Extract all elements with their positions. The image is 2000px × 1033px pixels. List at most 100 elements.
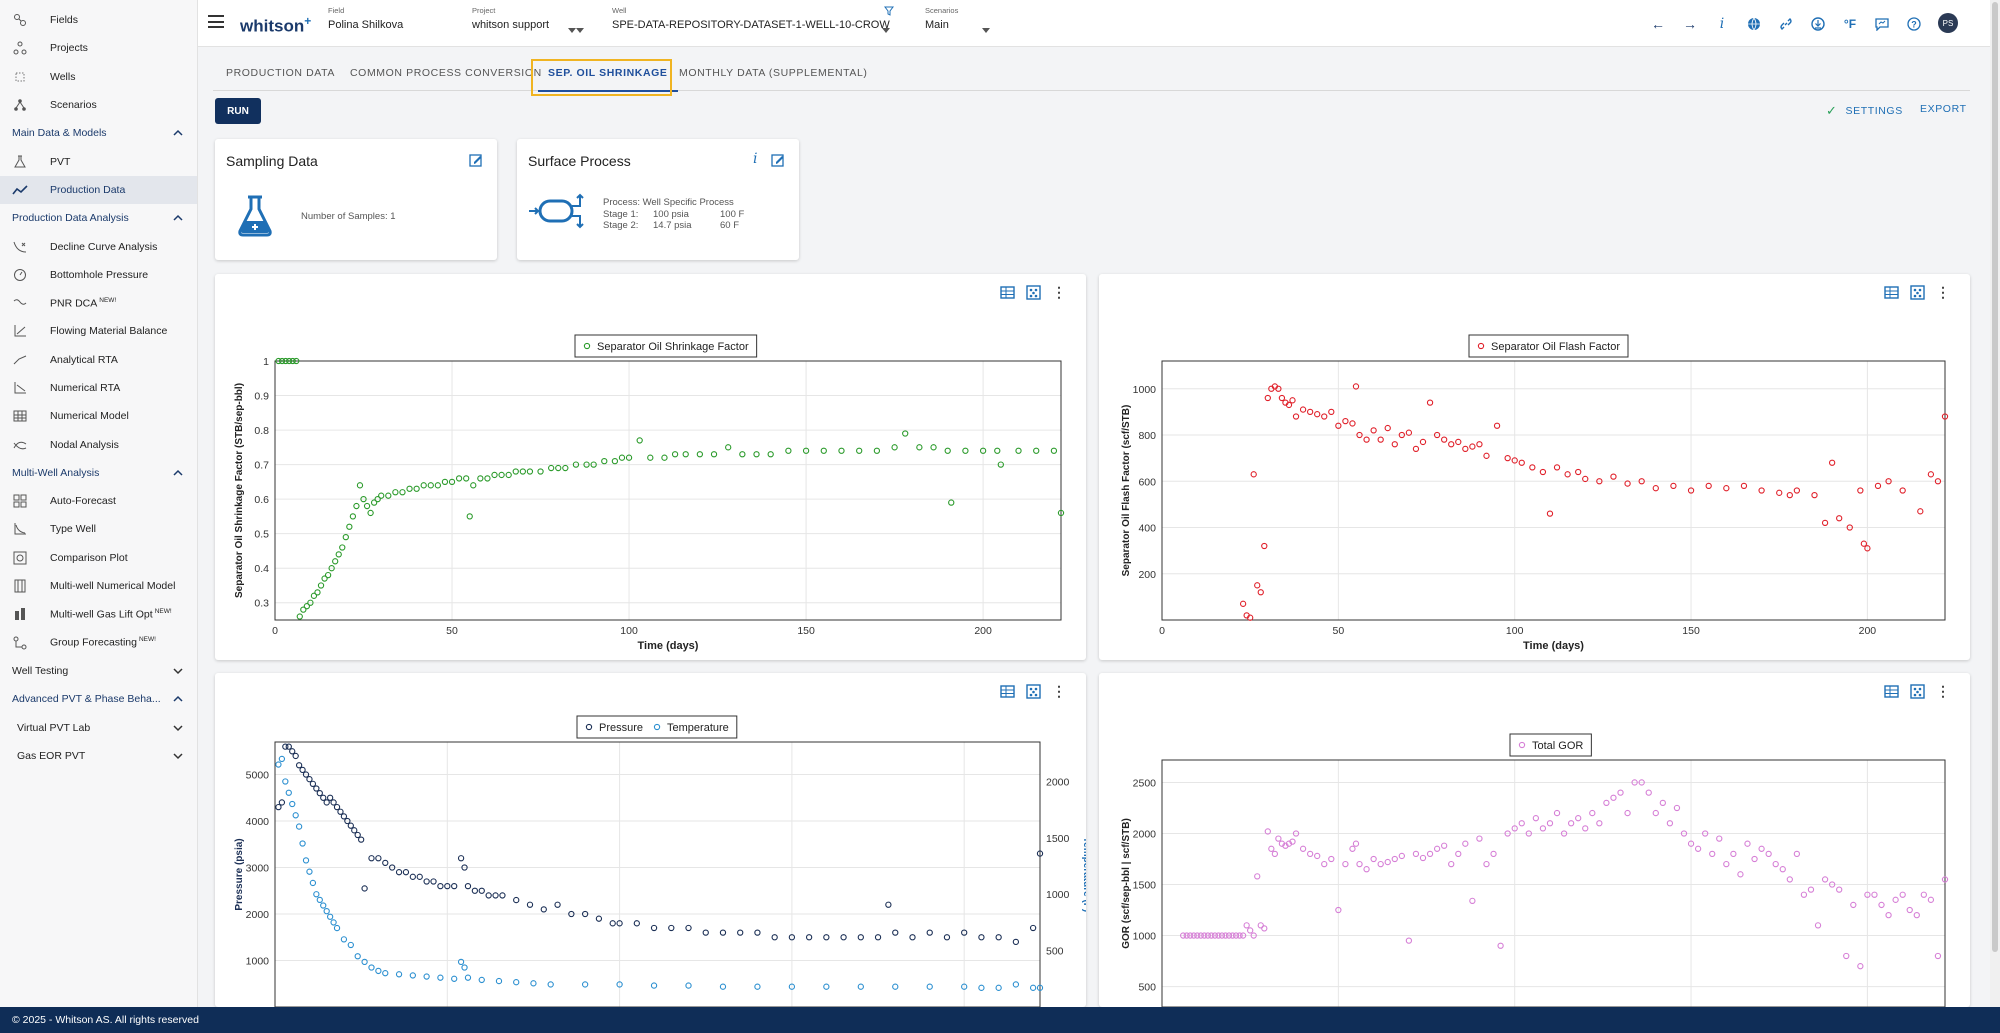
sidebar-item-gas-eor-pvt[interactable]: Gas EOR PVT — [0, 742, 197, 770]
table-view-icon[interactable] — [1883, 284, 1899, 300]
comparison-icon — [12, 550, 28, 566]
sidebar-item-production-data[interactable]: Production Data — [0, 175, 197, 205]
data-point — [368, 964, 375, 971]
sidebar-section-well-testing[interactable]: Well Testing — [0, 657, 197, 685]
stage-pressure: 100 psia — [653, 209, 689, 220]
sidebar-section-main-data[interactable]: Main Data & Models — [0, 119, 197, 147]
forward-arrow-icon[interactable]: → — [1683, 16, 1697, 32]
more-options-icon[interactable]: ⋮ — [1052, 283, 1066, 300]
sidebar-item-numerical-model[interactable]: Numerical Model — [0, 402, 197, 430]
data-point — [314, 589, 321, 596]
tab-sep-oil-shrinkage[interactable]: SEP. OIL SHRINKAGE — [538, 55, 678, 92]
back-arrow-icon[interactable]: ← — [1651, 16, 1665, 32]
data-point — [892, 929, 899, 936]
sidebar-item-auto-forecast[interactable]: Auto-Forecast — [0, 487, 197, 515]
sidebar-item-group-forecasting[interactable]: Group Forecasting NEW! — [0, 629, 197, 657]
edit-icon[interactable] — [771, 153, 785, 167]
settings-button[interactable]: ✓ SETTINGS — [1826, 103, 1903, 119]
sidebar-item-label: Group Forecasting NEW! — [50, 636, 156, 649]
info-icon[interactable]: i — [753, 151, 758, 167]
field-select[interactable]: Field Polina Shilkova — [328, 6, 576, 42]
sidebar-item-flowing-material-balance[interactable]: Flowing Material Balance — [0, 317, 197, 345]
sidebar-item-fields[interactable]: Fields — [0, 6, 197, 34]
temperature-unit-toggle[interactable]: °F — [1843, 17, 1857, 31]
data-point — [1289, 397, 1296, 404]
sidebar-item-numerical-rta[interactable]: Numerical RTA — [0, 374, 197, 402]
sidebar-section-pda[interactable]: Production Data Analysis — [0, 204, 197, 232]
tab-production-data[interactable]: PRODUCTION DATA — [226, 67, 335, 79]
download-icon[interactable] — [1802, 13, 1834, 35]
sidebar-item-decline-curve-analysis[interactable]: Decline Curve Analysis — [0, 232, 197, 260]
sidebar-item-multi-well-gas-lift-opt[interactable]: Multi-well Gas Lift Opt NEW! — [0, 600, 197, 628]
sidebar-section-advanced-pvt[interactable]: Advanced PVT & Phase Beha... — [0, 685, 197, 713]
project-select[interactable]: Project whitson support — [472, 6, 622, 42]
legend-box — [576, 715, 738, 739]
sidebar-item-multi-well-numerical-model[interactable]: Multi-well Numerical Model — [0, 572, 197, 600]
scrollbar-thumb[interactable] — [1992, 2, 1998, 952]
data-point — [1917, 508, 1924, 515]
sidebar-item-projects[interactable]: Projects — [0, 34, 197, 62]
data-point — [1560, 830, 1568, 837]
scatter-view-icon[interactable] — [1025, 683, 1041, 699]
hamburger-menu-icon[interactable] — [208, 15, 224, 29]
scatter-view-icon[interactable] — [1909, 284, 1925, 300]
logo-plus: + — [304, 14, 312, 28]
data-point — [526, 468, 534, 475]
link-icon[interactable] — [1770, 13, 1802, 35]
data-point — [891, 444, 898, 451]
sidebar-item-pnr-dca[interactable]: PNR DCA NEW! — [0, 289, 197, 317]
more-options-icon[interactable]: ⋮ — [1052, 682, 1066, 699]
data-point — [1278, 394, 1286, 402]
sidebar-item-virtual-pvt-lab[interactable]: Virtual PVT Lab — [0, 713, 197, 741]
data-point — [1335, 906, 1342, 914]
well-select[interactable]: Well SPE-DATA-REPOSITORY-DATASET-1-WELL-… — [612, 6, 912, 42]
data-point — [1589, 809, 1596, 817]
help-icon[interactable]: ? — [1898, 13, 1930, 35]
sidebar-section-multi-well[interactable]: Multi-Well Analysis — [0, 459, 197, 487]
feedback-icon[interactable] — [1866, 13, 1898, 35]
data-point — [330, 919, 337, 926]
scatter-view-icon[interactable] — [1909, 683, 1925, 699]
section-label: Main Data & Models — [12, 127, 107, 140]
data-point — [840, 934, 847, 941]
data-point — [378, 492, 385, 499]
sidebar-item-pvt[interactable]: PVT — [0, 147, 197, 175]
tab-common-process-conversion[interactable]: COMMON PROCESS CONVERSION — [350, 67, 542, 79]
sidebar-item-comparison-plot[interactable]: Comparison Plot — [0, 544, 197, 572]
data-point — [1504, 830, 1511, 837]
x-tick-label: 150 — [1682, 625, 1700, 637]
info-icon[interactable]: i — [1719, 16, 1725, 32]
tab-monthly-data[interactable]: MONTHLY DATA (SUPPLEMENTAL) — [679, 67, 868, 79]
sidebar-item-bottomhole-pressure[interactable]: Bottomhole Pressure — [0, 261, 197, 289]
data-point — [1476, 835, 1483, 842]
data-point — [892, 983, 899, 990]
data-point — [478, 976, 485, 984]
edit-icon[interactable] — [469, 153, 483, 167]
data-point — [1405, 937, 1413, 944]
more-options-icon[interactable]: ⋮ — [1936, 682, 1950, 699]
table-view-icon[interactable] — [1883, 683, 1899, 699]
sidebar-item-type-well[interactable]: Type Well — [0, 515, 197, 543]
export-button[interactable]: EXPORT — [1920, 103, 1967, 115]
data-point — [1582, 475, 1589, 483]
globe-icon[interactable] — [1738, 13, 1770, 35]
table-view-icon[interactable] — [999, 683, 1015, 699]
data-point — [340, 936, 348, 943]
data-point — [416, 873, 423, 880]
flask-icon — [238, 195, 272, 237]
data-point — [448, 478, 456, 486]
filter-icon[interactable] — [884, 6, 894, 16]
sidebar-item-wells[interactable]: Wells — [0, 63, 197, 91]
scatter-view-icon[interactable] — [1025, 284, 1041, 300]
sidebar-item-scenarios[interactable]: Scenarios — [0, 91, 197, 119]
sidebar-item-analytical-rta[interactable]: Analytical RTA — [0, 346, 197, 374]
data-point — [650, 924, 658, 932]
table-view-icon[interactable] — [999, 284, 1015, 300]
run-button[interactable]: RUN — [215, 98, 261, 124]
scenarios-select[interactable]: Scenarios Main — [925, 6, 1005, 42]
more-options-icon[interactable]: ⋮ — [1936, 283, 1950, 300]
page-scrollbar[interactable] — [1990, 0, 2000, 1007]
sidebar-item-nodal-analysis[interactable]: Nodal Analysis — [0, 430, 197, 458]
data-point — [339, 544, 346, 551]
avatar[interactable]: PS — [1938, 13, 1958, 33]
